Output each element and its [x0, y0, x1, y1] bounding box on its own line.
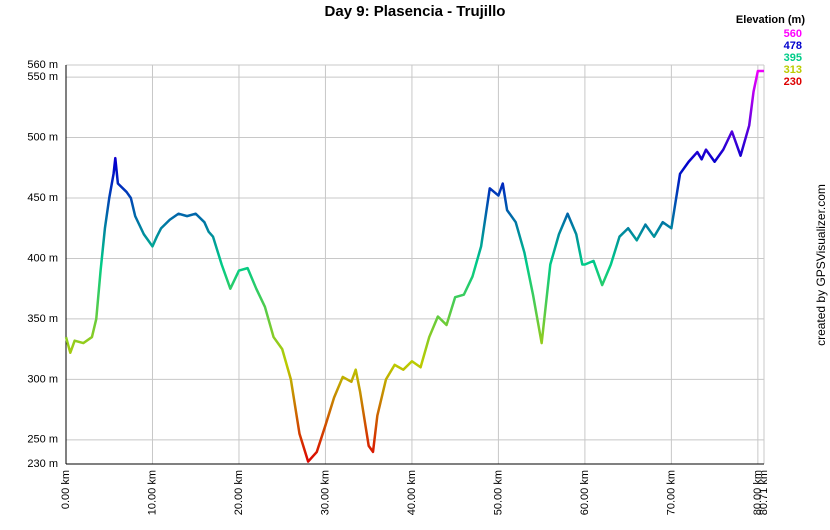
x-tick-label: 60.00 km — [579, 470, 591, 515]
chart-title: Day 9: Plasencia - Trujillo — [325, 3, 506, 20]
elevation-line — [64, 69, 764, 463]
legend-value: 230 — [784, 76, 802, 88]
y-tick-label: 250 m — [27, 434, 58, 446]
x-tick-label: 50.00 km — [492, 470, 504, 515]
x-tick-label: 0.00 km — [60, 470, 72, 509]
credit: created by GPSVisualizer.com — [814, 184, 828, 346]
x-tick-label: 40.00 km — [406, 470, 418, 515]
legend-value: 560 — [784, 28, 802, 40]
y-tick-label: 560 m — [27, 59, 58, 71]
y-tick-label: 500 m — [27, 131, 58, 143]
legend-value: 478 — [784, 40, 802, 52]
legend-value: 313 — [784, 64, 802, 76]
y-tick-label: 450 m — [27, 192, 58, 204]
x-tick-label: 10.00 km — [146, 470, 158, 515]
x-tick-label: 70.00 km — [665, 470, 677, 515]
y-tick-label: 400 m — [27, 252, 58, 264]
y-tick-label: 300 m — [27, 373, 58, 385]
y-tick-label: 550 m — [27, 71, 58, 83]
legend-value: 395 — [784, 52, 802, 64]
x-tick-label: 80.71 km — [758, 470, 770, 515]
y-tick-label: 230 m — [27, 458, 58, 470]
x-tick-label: 20.00 km — [233, 470, 245, 515]
y-tick-label: 350 m — [27, 313, 58, 325]
x-tick-label: 80.00 km — [752, 470, 764, 515]
legend-title: Elevation (m) — [736, 14, 805, 26]
x-tick-label: 30.00 km — [319, 470, 331, 515]
